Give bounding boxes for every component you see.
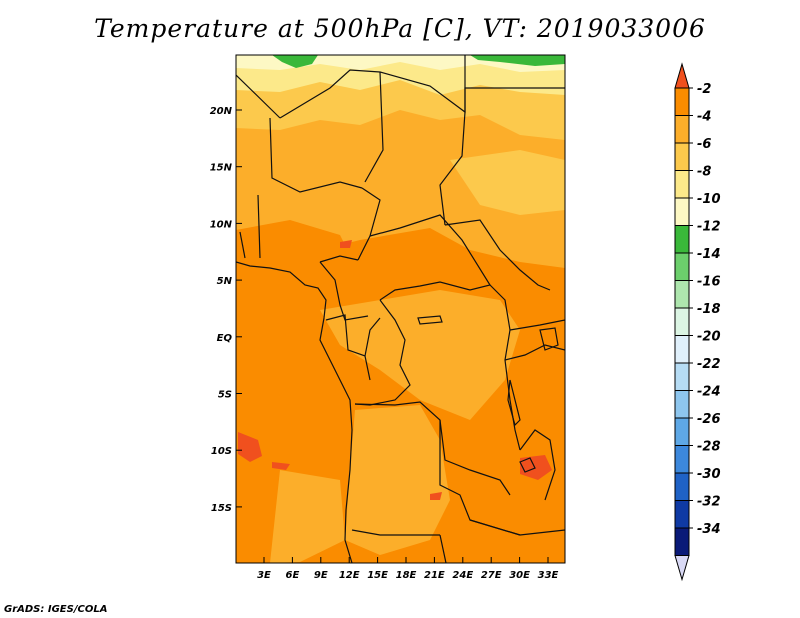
colorbar-label: -4 [697, 110, 711, 125]
colorbar-label: -12 [697, 220, 721, 235]
colorbar-label: -28 [697, 440, 721, 455]
lon-tick-label: 15E [367, 570, 388, 581]
colorbar-label: -20 [697, 330, 721, 345]
colorbar-swatch [674, 280, 690, 309]
colorbar-swatch [674, 417, 690, 446]
colorbar-label: -2 [697, 82, 711, 97]
colorbar-top-arrow [674, 62, 690, 89]
lat-axis: 20N 15N 10N 5N EQ 5S 10S 15S [210, 106, 242, 514]
colorbar-swatch [674, 390, 690, 419]
colorbar-swatch [674, 170, 690, 199]
colorbar-label: -24 [697, 385, 721, 400]
colorbar-swatch [674, 225, 690, 254]
colorbar-label: -10 [697, 192, 721, 207]
field-patch-southwest [270, 470, 345, 563]
lon-tick-label: 27E [481, 570, 502, 581]
lat-tick-label: 20N [210, 106, 233, 117]
colorbar-swatch [674, 527, 690, 556]
field-band-minus10 [236, 55, 565, 95]
field-spot-minus2-4 [430, 492, 442, 500]
field-patch-angola [345, 405, 450, 555]
colorbar-swatch [674, 472, 690, 501]
colorbar-label: -34 [697, 522, 721, 537]
field-band-minus4-west [236, 220, 350, 268]
lat-tick-label: 15N [210, 163, 233, 174]
lon-tick-label: 24E [452, 570, 473, 581]
field-spot-minus2-2 [520, 455, 552, 480]
field-patch-minus14-west [272, 55, 318, 68]
colorbar-bottom-arrow [674, 555, 690, 582]
lon-tick-label: 33E [538, 570, 559, 581]
field-patch-minus14-east [470, 55, 565, 66]
field-patch-congo [320, 290, 520, 420]
lat-tick-label: 5N [217, 276, 233, 287]
country-borders [236, 55, 565, 563]
colorbar-swatch [674, 445, 690, 474]
colorbar-label: -16 [697, 275, 721, 290]
colorbar-label: -6 [697, 137, 711, 152]
colorbar-label: -26 [697, 412, 721, 427]
field-band-minus8-east [450, 150, 565, 215]
colorbar-label: -18 [697, 302, 721, 317]
colorbar: -2 -4 -6 -8 -10 -12 -14 -16 -18 -20 -22 -24 -26 -28 -3… [674, 62, 721, 582]
lon-tick-label: 18E [396, 570, 417, 581]
colorbar-swatch [674, 252, 690, 281]
colorbar-swatch [674, 500, 690, 529]
lon-tick-label: 30E [509, 570, 530, 581]
lon-tick-label: 9E [314, 570, 328, 581]
colorbar-label: -8 [697, 165, 711, 180]
lon-tick-label: 3E [257, 570, 271, 581]
lon-tick-label: 21E [424, 570, 445, 581]
colorbar-swatch [674, 142, 690, 171]
colorbar-swatch [674, 115, 690, 144]
colorbar-swatch [674, 362, 690, 391]
lat-tick-label: EQ [217, 333, 233, 344]
lat-tick-label: 15S [211, 503, 232, 514]
colorbar-swatch [674, 197, 690, 226]
lat-tick-label: 10N [210, 219, 233, 230]
footer-credit: GrADS: IGES/COLA [4, 604, 108, 615]
field-spot-minus2-5 [340, 240, 352, 248]
lon-axis: 3E 6E 9E 12E 15E 18E 21E 24E 27E 30E 33E [257, 557, 559, 581]
colorbar-swatch [674, 335, 690, 364]
map-panel [236, 55, 565, 563]
lon-tick-label: 6E [286, 570, 300, 581]
lat-tick-label: 5S [218, 390, 232, 401]
colorbar-label: -14 [697, 247, 721, 262]
colorbar-label: -22 [697, 357, 721, 372]
chart-title: Temperature at 500hPa [C], VT: 201903300… [94, 14, 706, 43]
lat-tick-label: 10S [211, 446, 232, 457]
field-spot-minus2-3 [272, 462, 290, 470]
map-frame [235, 54, 566, 564]
colorbar-swatch [674, 87, 690, 116]
colorbar-label: -30 [697, 467, 721, 482]
field-spot-minus2-1 [238, 432, 262, 462]
colorbar-label: -32 [697, 495, 721, 510]
lon-tick-label: 12E [339, 570, 360, 581]
colorbar-swatch [674, 307, 690, 336]
